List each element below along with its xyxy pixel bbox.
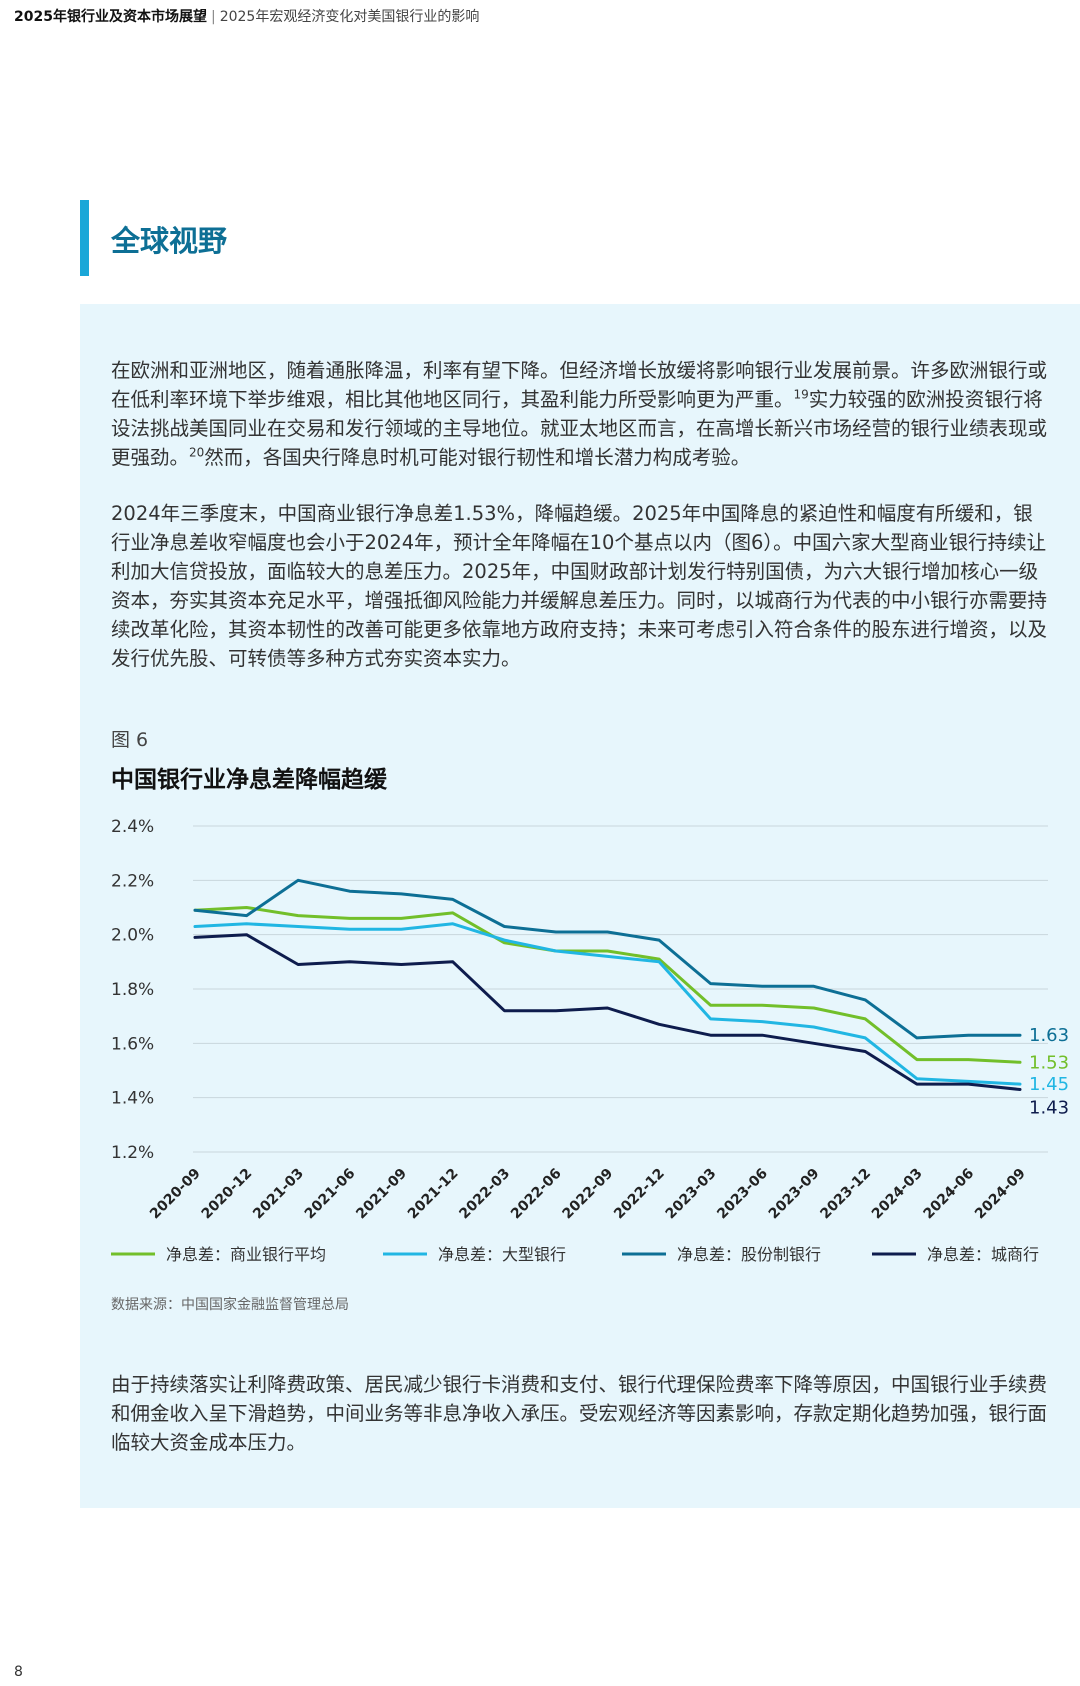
y-tick-label: 1.6% (111, 1034, 154, 1054)
x-tick-label: 2020-12 (199, 1166, 256, 1223)
legend-label-1: 净息差：商业银行平均 (166, 1245, 326, 1264)
x-tick-label: 2024-03 (869, 1166, 926, 1223)
end-label-1: 1.53 (1029, 1052, 1069, 1073)
x-tick-label: 2021-06 (302, 1166, 359, 1223)
series-line-2 (193, 922, 1022, 1086)
x-tick-label: 2023-09 (766, 1166, 823, 1223)
x-tick-label: 2022-06 (508, 1166, 565, 1223)
y-tick-label: 2.2% (111, 871, 154, 891)
x-tick-label: 2024-06 (921, 1166, 978, 1223)
section-accent-bar (80, 200, 89, 276)
content-panel (80, 304, 1080, 1508)
section-title: 全球视野 (111, 224, 228, 258)
figure-title: 中国银行业净息差降幅趋缓 (111, 767, 387, 793)
end-label-4: 1.43 (1029, 1098, 1069, 1119)
figure-label: 图 6 (111, 729, 149, 751)
paragraph-1: 在欧洲和亚洲地区，随着通胀降温，利率有望下降。但经济增长放缓将影响银行业发展前景… (111, 356, 1051, 472)
footnote-ref-19: 19 (793, 387, 809, 402)
paragraph-2: 2024年三季度末，中国商业银行净息差1.53%，降幅趋缓。2025年中国降息的… (111, 502, 1048, 670)
series-line-3 (193, 878, 1022, 1040)
x-tick-label: 2020-09 (147, 1166, 204, 1223)
y-tick-label: 2.4% (111, 817, 154, 837)
x-tick-label: 2021-03 (250, 1166, 307, 1223)
series-line-4 (193, 933, 1022, 1091)
y-tick-label: 2.0% (111, 926, 154, 946)
legend-label-3: 净息差：股份制银行 (677, 1245, 821, 1264)
x-tick-label: 2021-12 (405, 1166, 462, 1223)
y-tick-label: 1.2% (111, 1143, 154, 1163)
page-number: 8 (14, 1664, 23, 1680)
footnote-ref-20: 20 (189, 445, 205, 460)
y-tick-label: 1.4% (111, 1089, 154, 1109)
paragraph-3: 由于持续落实让利降费政策、居民减少银行卡消费和支付、银行代理保险费率下降等原因，… (111, 1373, 1048, 1454)
x-tick-label: 2022-03 (456, 1166, 513, 1223)
header-separator: | (210, 9, 216, 25)
paragraph-1-part-b: 实力较强的欧洲投资银行将设法挑战美国同业在交易和发行领域的主导地位。就亚太地区而… (111, 388, 1048, 469)
legend-label-4: 净息差：城商行 (927, 1245, 1039, 1264)
figure-source: 数据来源：中国国家金融监督管理总局 (111, 1297, 349, 1313)
x-tick-label: 2023-06 (714, 1166, 771, 1223)
x-tick-label: 2022-12 (611, 1166, 668, 1223)
page-header: 2025年银行业及资本市场展望 | 2025年宏观经济变化对美国银行业的影响 (14, 6, 479, 26)
legend-label-2: 净息差：大型银行 (438, 1245, 566, 1264)
report-title: 2025年银行业及资本市场展望 (14, 9, 207, 25)
paragraph-1-part-c: 然而，各国央行降息时机可能对银行韧性和增长潜力构成考验。 (204, 446, 751, 469)
end-label-3: 1.63 (1029, 1025, 1069, 1046)
x-tick-label: 2023-12 (817, 1166, 874, 1223)
y-tick-label: 1.8% (111, 980, 154, 1000)
x-tick-label: 2023-03 (663, 1166, 720, 1223)
end-label-2: 1.45 (1029, 1074, 1069, 1095)
x-tick-label: 2024-09 (972, 1166, 1029, 1223)
paragraph-1-part-a: 在欧洲和亚洲地区，随着通胀降温，利率有望下降。但经济增长放缓将影响银行业发展前景… (111, 359, 1048, 411)
x-tick-label: 2021-09 (353, 1166, 410, 1223)
x-tick-label: 2022-09 (560, 1166, 617, 1223)
series-line-1 (193, 906, 1022, 1064)
report-subtitle: 2025年宏观经济变化对美国银行业的影响 (219, 9, 480, 25)
